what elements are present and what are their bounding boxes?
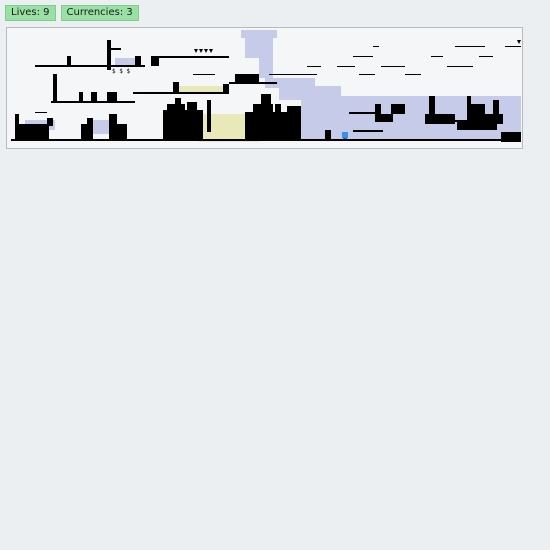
spike-icon [194, 49, 213, 53]
terrain [11, 40, 521, 142]
currencies-counter: Currencies: 3 [60, 5, 139, 21]
water-regions [25, 30, 521, 140]
hud: Lives: 9 Currencies: 3 [5, 5, 139, 21]
currency-cluster: $ $ $ [112, 68, 130, 75]
level-map[interactable]: $ $ $ $ [6, 27, 523, 149]
currency-single: $ [449, 115, 453, 122]
player-icon [342, 132, 348, 139]
goal-flag-icon [517, 40, 521, 44]
lives-counter: Lives: 9 [5, 5, 56, 21]
level-canvas: $ $ $ $ [11, 30, 521, 142]
